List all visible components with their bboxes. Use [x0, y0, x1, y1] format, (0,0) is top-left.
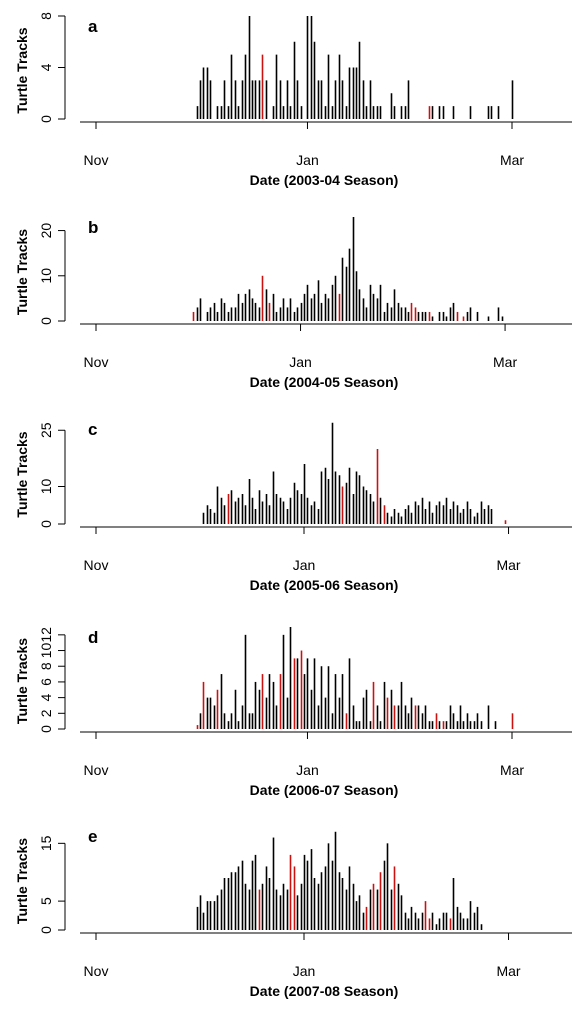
y-tick-label: 0 — [38, 926, 54, 934]
x-tick-label: Mar — [496, 557, 520, 573]
y-tick-label: 10 — [38, 479, 54, 495]
y-tick-label: 25 — [38, 422, 54, 438]
y-tick-label: 10 — [38, 643, 54, 659]
x-tick-label: Nov — [84, 963, 109, 979]
y-tick-label: 8 — [38, 662, 54, 670]
y-tick-label: 6 — [38, 678, 54, 686]
y-tick-label: 5 — [38, 897, 54, 905]
y-tick-label: 10 — [38, 268, 54, 284]
x-axis-label: Date (2005-06 Season) — [250, 577, 399, 593]
panel-label: e — [88, 827, 97, 846]
x-tick-label: Jan — [293, 557, 316, 573]
y-tick-label: 12 — [38, 627, 54, 643]
panel-label: a — [88, 17, 98, 36]
y-axis-label: Turtle Tracks — [14, 27, 30, 113]
chart-panel-b: Nov Jan Mar Date (2004-05 Season) 0 10 20 Turtl… — [14, 217, 572, 390]
x-axis-label: Date (2006-07 Season) — [250, 782, 399, 798]
x-tick-label: Mar — [493, 354, 517, 370]
panel-label: b — [88, 218, 98, 237]
x-tick-label: Mar — [500, 762, 524, 778]
y-axis-label: Turtle Tracks — [14, 229, 30, 315]
y-axis-label: Turtle Tracks — [14, 431, 30, 517]
x-axis-label: Date (2003-04 Season) — [250, 172, 399, 188]
panel-label: c — [88, 420, 97, 439]
x-tick-label: Mar — [500, 152, 524, 168]
y-tick-label: 15 — [38, 835, 54, 851]
x-tick-label: Nov — [84, 354, 109, 370]
y-tick-label: 0 — [38, 725, 54, 733]
y-axis-label: Turtle Tracks — [14, 838, 30, 924]
x-tick-label: Nov — [84, 762, 109, 778]
panel-label: d — [88, 628, 98, 647]
x-tick-label: Mar — [496, 963, 520, 979]
x-tick-label: Jan — [296, 152, 319, 168]
y-tick-label: 2 — [38, 709, 54, 717]
y-axis-label: Turtle Tracks — [14, 638, 30, 724]
chart-panel-e: Nov Jan Mar Date (2007-08 Season) 0 5 15 Turtle… — [14, 827, 572, 999]
x-tick-label: Jan — [289, 354, 312, 370]
y-tick-label: 0 — [38, 520, 54, 528]
x-tick-label: Nov — [84, 152, 109, 168]
x-tick-label: Jan — [293, 963, 316, 979]
x-tick-label: Nov — [84, 557, 109, 573]
y-tick-label: 4 — [38, 694, 54, 702]
y-tick-label: 0 — [38, 115, 54, 123]
chart-panel-a: Nov Jan Mar Date (2003-04 Season) 0 4 8 Turtle … — [14, 12, 572, 188]
y-tick-label: 0 — [38, 317, 54, 325]
x-axis-label: Date (2004-05 Season) — [250, 374, 399, 390]
x-axis-label: Date (2007-08 Season) — [250, 983, 399, 999]
y-tick-label: 8 — [38, 12, 54, 20]
y-tick-label: 20 — [38, 223, 54, 239]
y-tick-label: 4 — [38, 63, 54, 71]
chart-panel-c: Nov Jan Mar Date (2005-06 Season) 0 10 25 Turtl… — [14, 420, 572, 593]
x-tick-label: Jan — [296, 762, 319, 778]
